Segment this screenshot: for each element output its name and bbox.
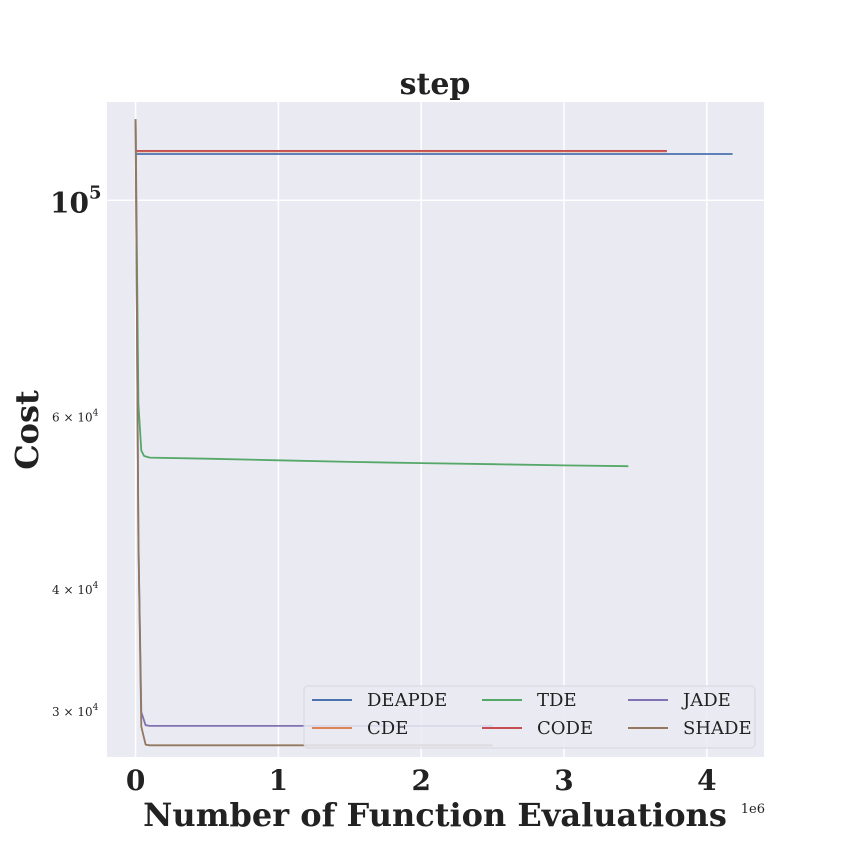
x-tick-label: 3 [554,764,573,797]
y-tick-labels: 105 6 × 104 4 × 104 3 × 104 [50,182,102,719]
legend-label-cde: CDE [367,718,408,739]
y-tick-label: 6 × 104 [52,408,99,424]
x-tick-label: 1 [269,764,288,797]
y-tick-label: 4 × 104 [52,581,99,597]
y-axis-label: Cost [8,390,46,470]
legend-box [303,685,756,749]
legend: DEAPDE CDE TDE CODE JADE SHADE [303,685,756,749]
x-tick-labels: 0 1 2 3 4 [126,764,717,797]
series-line-tde [134,119,629,468]
legend-label-tde: TDE [537,690,577,711]
y-tick-label: 3 × 104 [52,703,99,719]
y-tick-label: 105 [50,182,102,219]
x-tick-label: 4 [697,764,716,797]
legend-label-jade: JADE [681,690,731,711]
x-tick-label: 2 [411,764,430,797]
legend-label-shade: SHADE [683,718,752,739]
legend-label-deapde: DEAPDE [367,690,447,711]
x-offset-label: 1e6 [741,802,765,817]
chart-title: step [400,67,471,102]
x-tick-label: 0 [126,764,145,797]
x-axis-label: Number of Function Evaluations [143,796,727,834]
legend-label-code: CODE [537,718,593,739]
plot-background [107,102,764,757]
